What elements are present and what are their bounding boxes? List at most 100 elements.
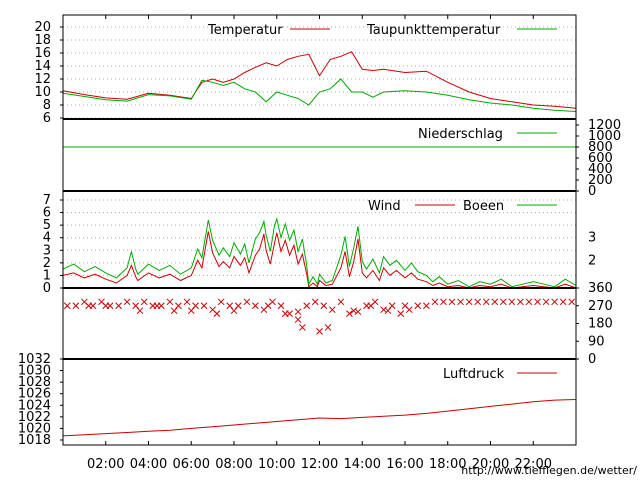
direction-marker [500, 299, 506, 305]
direction-marker [244, 299, 250, 305]
y-tick-label: 90 [588, 334, 605, 349]
direction-marker [282, 311, 288, 317]
direction-marker [184, 299, 190, 305]
series-line-temperatur [63, 52, 576, 109]
y-tick-label: 6 [43, 111, 51, 126]
direction-marker [137, 308, 143, 314]
direction-marker [201, 303, 207, 309]
y-tick-label: 7 [43, 193, 51, 208]
direction-marker [492, 299, 498, 305]
direction-marker [295, 309, 301, 315]
y-tick-label: 1032 [18, 352, 51, 367]
direction-marker [381, 307, 387, 313]
direction-marker [423, 303, 429, 309]
y-tick-label: 16 [34, 46, 51, 61]
direction-marker [278, 303, 284, 309]
direction-marker [517, 299, 523, 305]
y-tick-label: 360 [588, 281, 613, 296]
direction-marker [449, 299, 455, 305]
direction-marker [154, 303, 160, 309]
x-tick-label: 16:00 [386, 457, 423, 472]
x-tick-label: 06:00 [173, 457, 210, 472]
direction-marker [526, 299, 532, 305]
direction-marker [385, 308, 391, 314]
x-tick-label: 04:00 [130, 457, 167, 472]
direction-marker [355, 309, 361, 315]
direction-marker [338, 299, 344, 305]
direction-marker [552, 299, 558, 305]
direction-marker [265, 303, 271, 309]
direction-marker [440, 299, 446, 305]
direction-marker [368, 303, 374, 309]
direction-marker [569, 299, 575, 305]
y-tick-label: 1200 [588, 118, 621, 133]
direction-marker [252, 303, 258, 309]
legend-label: Temperatur [207, 23, 283, 38]
y-tick-label: 270 [588, 299, 613, 314]
direction-marker [73, 303, 79, 309]
direction-marker [560, 299, 566, 305]
direction-marker [304, 303, 310, 309]
direction-marker [167, 299, 173, 305]
y-tick-label: 10 [34, 85, 51, 100]
y-tick-label: 8 [43, 98, 51, 113]
legend-label: Wind [368, 199, 401, 214]
y-tick-label-right: 3 [588, 231, 596, 246]
panel-frame [63, 288, 576, 359]
direction-marker [346, 311, 352, 317]
series-line-luftdruck [63, 400, 576, 436]
direction-marker [141, 299, 147, 305]
direction-marker [321, 303, 327, 309]
x-tick-label: 10:00 [258, 457, 295, 472]
direction-marker [466, 299, 472, 305]
direction-marker [483, 299, 489, 305]
direction-marker [317, 328, 323, 334]
direction-marker [329, 307, 335, 313]
direction-marker [535, 299, 541, 305]
x-tick-label: 12:00 [301, 457, 338, 472]
legend-label: Niederschlag [418, 127, 503, 142]
direction-marker [231, 308, 237, 314]
direction-marker [543, 299, 549, 305]
direction-marker [312, 299, 318, 305]
direction-marker [124, 299, 130, 305]
direction-marker [64, 303, 70, 309]
direction-marker [402, 303, 408, 309]
legend-label: Luftdruck [443, 367, 505, 382]
direction-marker [475, 299, 481, 305]
x-tick-label: 14:00 [344, 457, 381, 472]
direction-marker [325, 324, 331, 330]
y-tick-label-right: 2 [588, 253, 596, 268]
legend-layer: Temperatur Taupunkttemperatur Niederschlag… [207, 23, 557, 382]
direction-marker [351, 308, 357, 314]
direction-marker [509, 299, 515, 305]
x-tick-label: 02:00 [87, 457, 124, 472]
legend-label: Taupunkttemperatur [366, 23, 501, 38]
direction-marker [171, 308, 177, 314]
direction-marker [103, 303, 109, 309]
tick-label-layer: 6810121416182002004006008001000120001234… [18, 15, 621, 472]
y-tick-label: 18 [34, 33, 51, 48]
direction-marker [295, 317, 301, 323]
direction-marker [458, 299, 464, 305]
direction-marker [218, 299, 224, 305]
direction-marker [214, 311, 220, 317]
direction-marker [415, 303, 421, 309]
y-tick-label: 180 [588, 317, 613, 332]
legend-label: Boeen [463, 199, 504, 214]
grid-layer [63, 27, 576, 288]
y-tick-label: 20 [34, 20, 51, 35]
direction-marker [432, 299, 438, 305]
footer-url[interactable]: http://www.tiefflegen.de/wetter/ [461, 464, 637, 477]
x-tick-label: 08:00 [215, 457, 252, 472]
direction-marker [188, 308, 194, 314]
y-tick-label: 12 [34, 72, 51, 87]
direction-marker [299, 324, 305, 330]
direction-marker [116, 303, 122, 309]
y-tick-label: 14 [34, 59, 51, 74]
series-line-wind [63, 231, 576, 288]
direction-marker [398, 311, 404, 317]
series-line-boeen [63, 219, 576, 287]
y-tick-label: 0 [588, 352, 596, 367]
